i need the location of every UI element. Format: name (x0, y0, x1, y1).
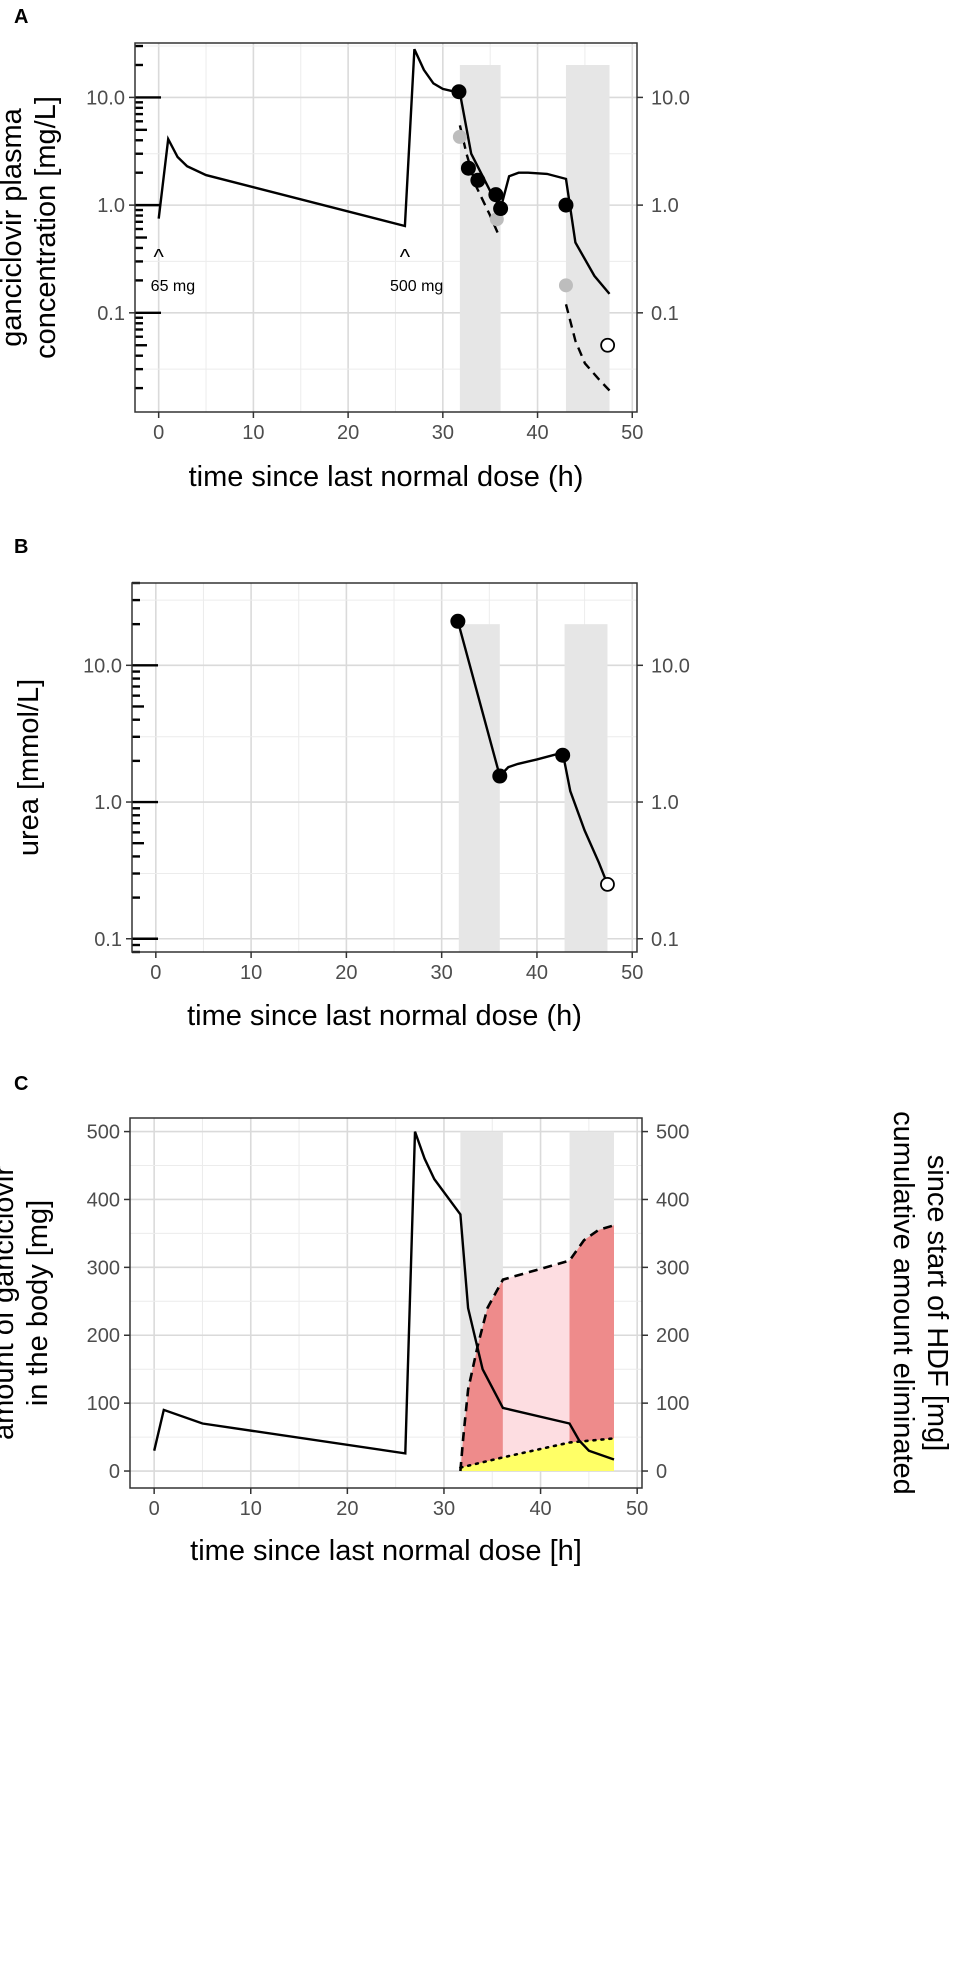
x-tick-label: 0 (153, 422, 164, 444)
y-tick-label: 10.0 (86, 87, 125, 109)
y-tick-label: 500 (87, 1122, 120, 1144)
eliminated-area-hdf2 (569, 1225, 614, 1471)
y-tick-label-right: 300 (656, 1257, 689, 1279)
y-tick-label-right: 10.0 (651, 655, 690, 677)
y-tick-label: 1.0 (97, 195, 125, 217)
eliminated-area-hdf1 (460, 1279, 503, 1471)
x-axis-title: time since last normal dose (h) (187, 1000, 582, 1032)
y-tick-label-right: 400 (656, 1189, 689, 1211)
observed-point-grey (558, 278, 573, 293)
y-axis-title: urea [mmol/L] (13, 679, 45, 856)
x-tick-label: 50 (626, 1498, 648, 1520)
plot-area (132, 583, 637, 952)
x-tick-label: 40 (529, 1498, 551, 1520)
y-tick-label-right: 10.0 (651, 87, 690, 109)
panel-border (129, 1117, 643, 1489)
observed-point-black (555, 747, 571, 763)
x-tick-label: 50 (621, 422, 643, 444)
y-tick-label: 100 (87, 1393, 120, 1415)
hdf-window-2 (565, 64, 610, 412)
panel-a: ^ 65 mg ^ 500 mg 0 10 20 30 40 50 0.1 1.0 10.0 0.1 1.0… (0, 6, 690, 493)
observed-point-open (600, 876, 615, 892)
observed-point-black (470, 172, 486, 188)
y-tick-label-right: 1.0 (651, 195, 679, 217)
x-tick-label: 30 (432, 422, 454, 444)
x-tick-label: 50 (621, 962, 643, 984)
y-tick-label: 1.0 (94, 792, 122, 814)
observed-point-black (451, 84, 467, 100)
observed-point-black (492, 768, 508, 784)
observed-point-open (600, 337, 616, 353)
y-axis-title-right: cumulative amount eliminated (887, 1111, 919, 1495)
y-tick-label: 0 (109, 1461, 120, 1483)
dose-marker: ^ (400, 245, 411, 270)
panel-c: 0 10 20 30 40 5001002003004005000100200300400… (0, 1073, 953, 1567)
hdf-window-2 (564, 624, 608, 952)
y-tick-label-right: 0.1 (651, 929, 679, 951)
x-tick-label: 30 (433, 1498, 455, 1520)
dose-label: 65 mg (151, 278, 195, 295)
dose-label: 500 mg (390, 278, 443, 295)
model-line (157, 48, 611, 295)
observed-point-black (488, 187, 504, 203)
eliminated-area-interval (502, 1260, 570, 1471)
x-tick-label: 0 (150, 962, 161, 984)
dose-marker: ^ (154, 245, 165, 270)
y-tick-label: 10.0 (83, 655, 122, 677)
y-axis-title: amount of ganciclovir (0, 1166, 20, 1440)
x-tick-label: 20 (335, 962, 357, 984)
observed-point-black (450, 613, 466, 629)
y-tick-label-right: 0.1 (651, 303, 679, 325)
x-tick-label: 10 (240, 1498, 262, 1520)
panel-border (131, 582, 638, 953)
y-tick-label: 400 (87, 1189, 120, 1211)
body-amount-line (153, 1131, 615, 1461)
panel-label: B (14, 536, 28, 558)
x-tick-label: 40 (526, 962, 548, 984)
cumulative-eliminated-line (459, 1224, 615, 1472)
x-tick-label: 10 (242, 422, 264, 444)
hdf-window-1 (458, 624, 500, 952)
y-axis-title: in the body [mg] (22, 1200, 54, 1406)
x-tick-label: 40 (526, 422, 548, 444)
panel-label: C (14, 1073, 28, 1095)
panel-border (134, 42, 638, 413)
hdf-window-1 (459, 64, 501, 412)
y-tick-label: 300 (87, 1257, 120, 1279)
observed-point-black (460, 160, 476, 176)
x-tick-label: 20 (337, 422, 359, 444)
x-tick-label: 0 (149, 1498, 160, 1520)
y-axis-title-right: since start of HDF [mg] (921, 1155, 953, 1452)
observed-point-grey (452, 129, 467, 144)
extracorporeal-area (460, 1438, 614, 1471)
x-tick-label: 20 (336, 1498, 358, 1520)
y-axis-title: ganciclovir plasma (0, 107, 28, 346)
x-axis-title: time since last normal dose (h) (189, 461, 584, 493)
observed-point-black (493, 201, 509, 217)
y-tick-label-right: 500 (656, 1122, 689, 1144)
y-tick-label: 0.1 (94, 929, 122, 951)
y-tick-label-right: 0 (656, 1461, 667, 1483)
panel-label: A (14, 6, 28, 28)
dashed-line-hdf2 (564, 304, 611, 392)
y-tick-label: 200 (87, 1325, 120, 1347)
y-tick-label-right: 200 (656, 1325, 689, 1347)
observed-point-black (558, 197, 574, 213)
y-tick-label-right: 1.0 (651, 792, 679, 814)
x-axis-title: time since last normal dose [h] (190, 1535, 582, 1567)
y-tick-label: 0.1 (97, 303, 125, 325)
x-tick-label: 30 (431, 962, 453, 984)
y-tick-label-right: 100 (656, 1393, 689, 1415)
x-tick-label: 10 (240, 962, 262, 984)
plot-area (135, 43, 637, 412)
y-axis-title: concentration [mg/L] (30, 96, 62, 359)
